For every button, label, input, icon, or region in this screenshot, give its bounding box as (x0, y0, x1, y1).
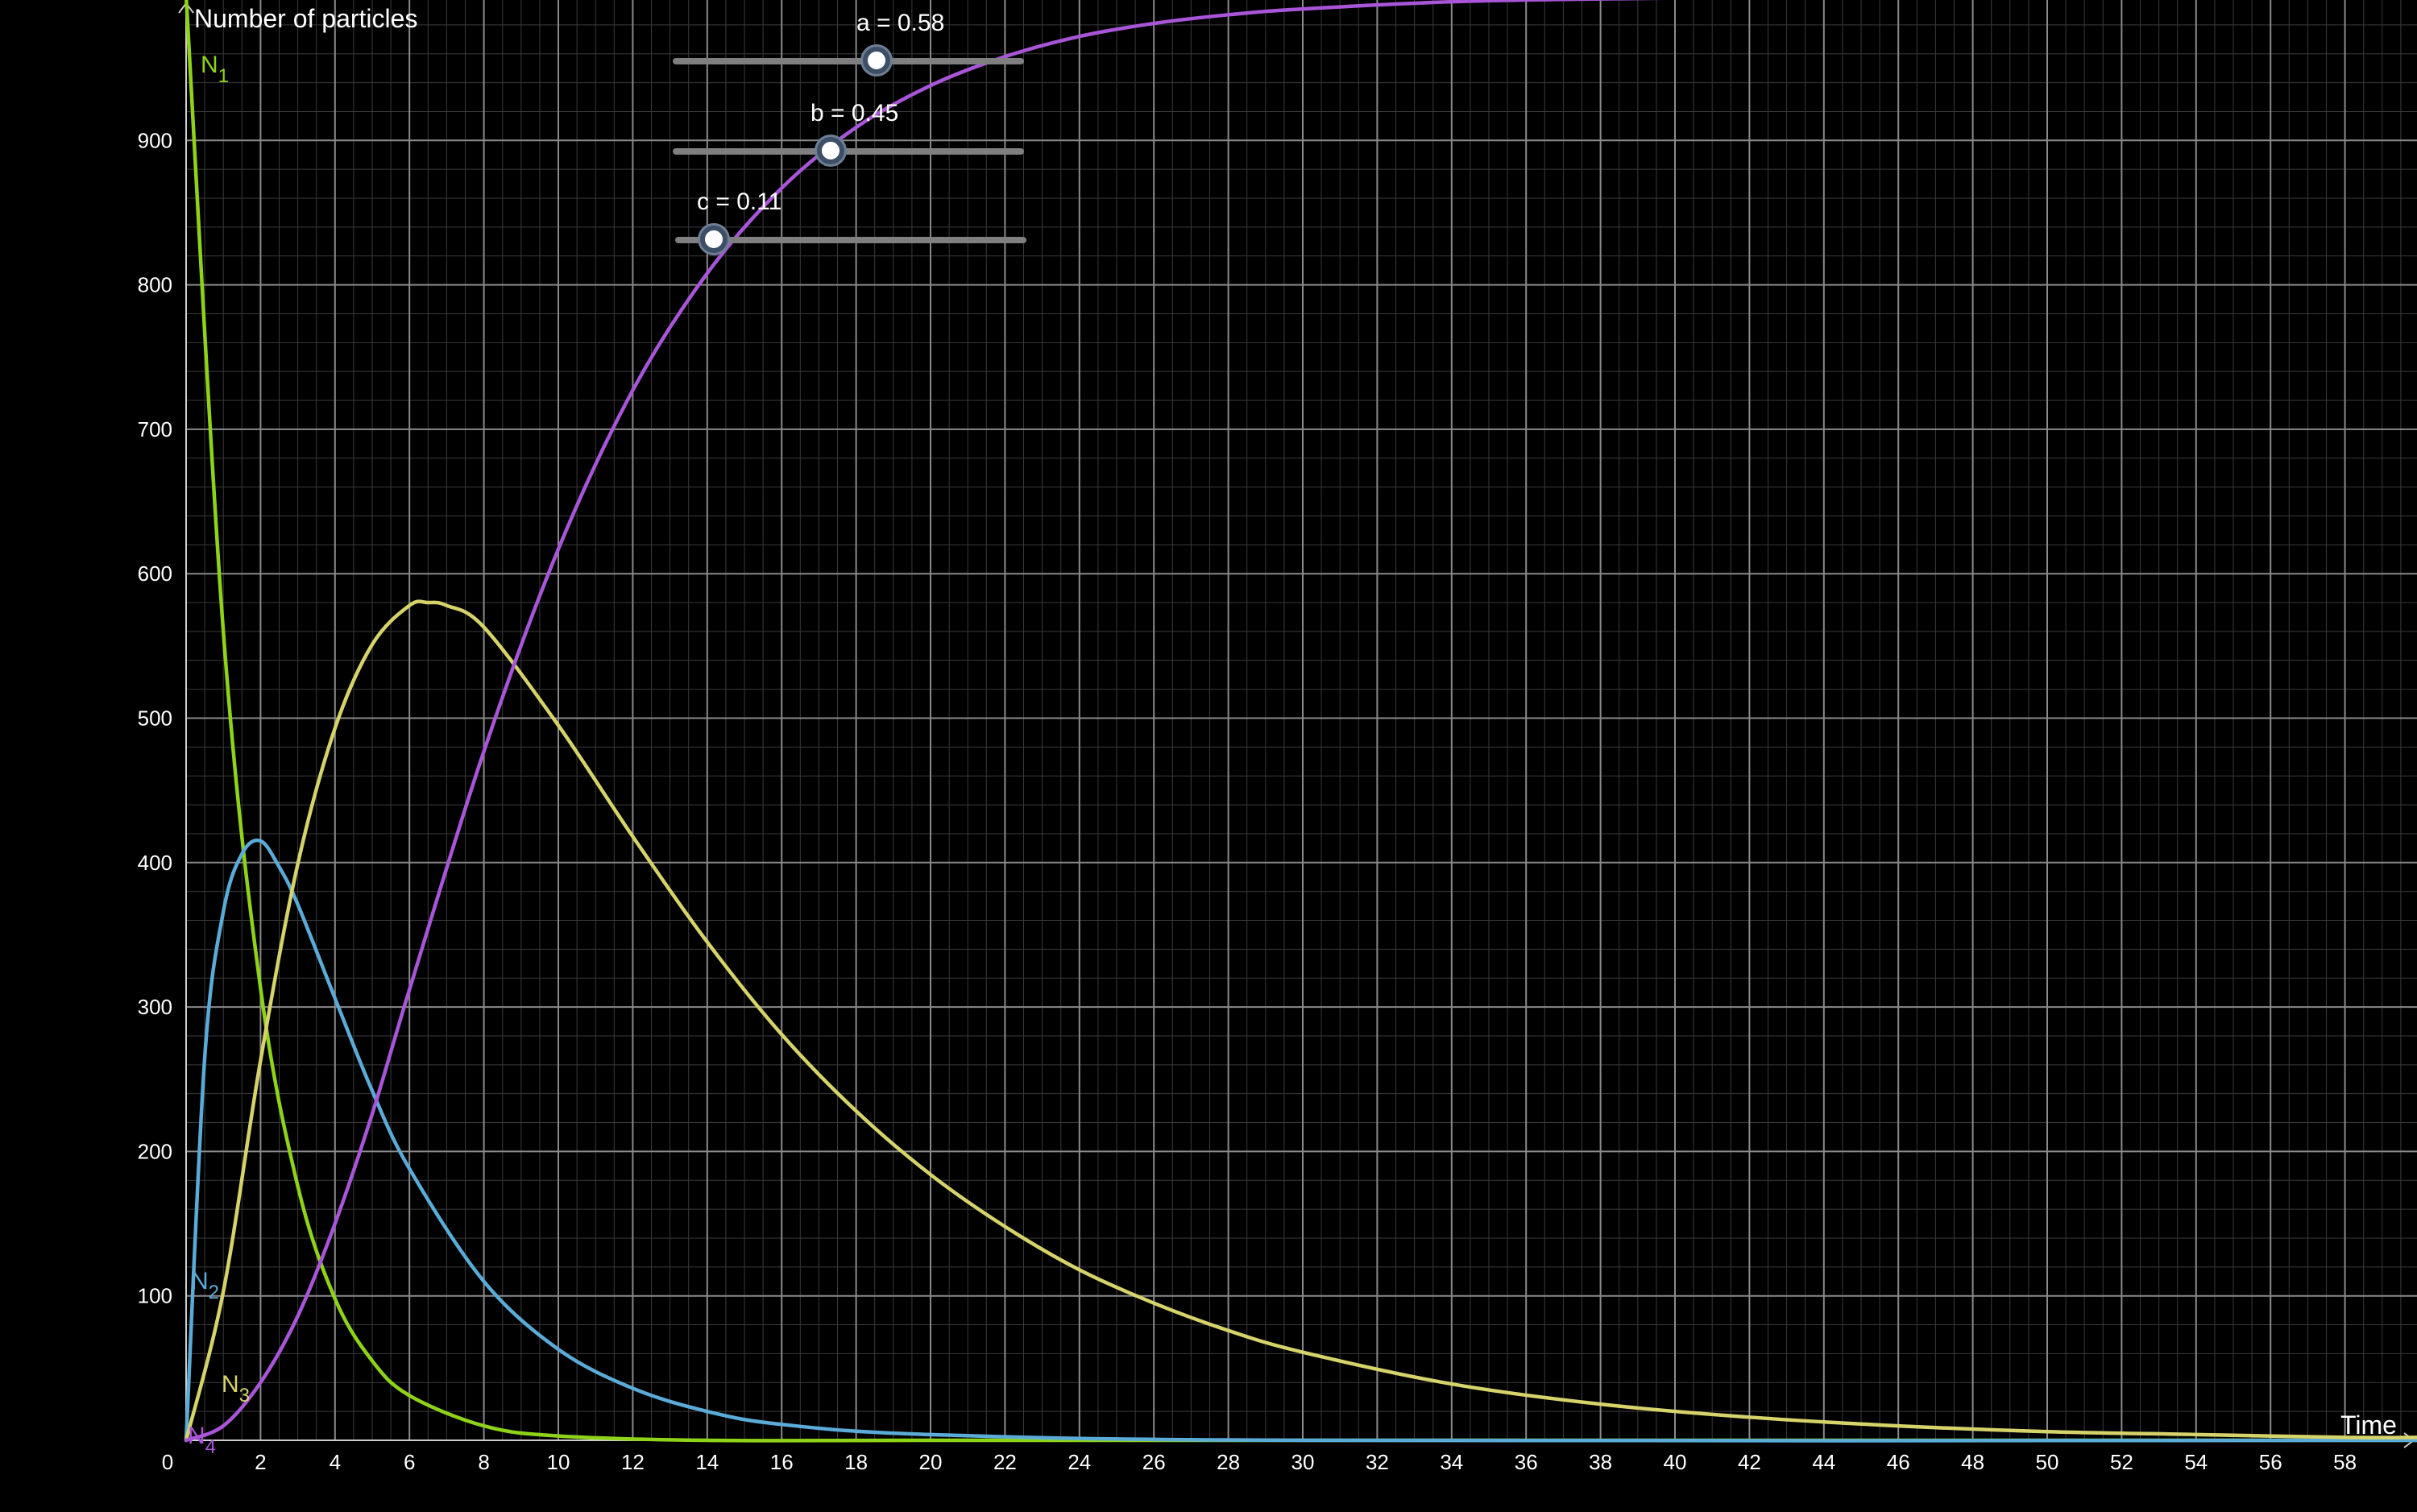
slider-b-track[interactable] (673, 148, 1024, 155)
x-tick-label: 42 (1738, 1450, 1761, 1474)
x-tick-label: 50 (2036, 1450, 2059, 1474)
series-label-N3: N3 (222, 1371, 250, 1406)
slider-c-track[interactable] (675, 237, 1026, 243)
x-tick-label: 40 (1664, 1450, 1687, 1474)
y-tick-label: 100 (138, 1284, 172, 1308)
series-label-subscript: 2 (209, 1282, 219, 1303)
series-label-N1: N1 (201, 52, 229, 87)
slider-a-label: a = 0.58 (856, 10, 945, 36)
x-tick-label: 20 (919, 1450, 943, 1474)
slider-a-track[interactable] (673, 58, 1024, 64)
x-tick-label: 48 (1961, 1450, 1984, 1474)
x-tick-label: 12 (621, 1450, 645, 1474)
series-line-N3 (184, 599, 2417, 1443)
y-tick-label: 600 (138, 561, 172, 586)
series-label-main: N (188, 1423, 205, 1449)
x-tick-label: 4 (330, 1450, 341, 1474)
series-label-subscript: 1 (218, 65, 229, 87)
y-tick-label: 700 (138, 417, 172, 441)
x-axis-label: Time (2340, 1411, 2397, 1440)
x-tick-label: 52 (2110, 1450, 2133, 1474)
y-tick-label: 300 (138, 995, 172, 1019)
y-tick-label: 400 (138, 851, 172, 875)
x-tick-label: 32 (1366, 1450, 1389, 1474)
x-tick-label: 30 (1291, 1450, 1315, 1474)
y-tick-label: 800 (138, 273, 172, 297)
series-label-main: N (222, 1371, 239, 1398)
x-tick-label: 16 (770, 1450, 794, 1474)
slider-c-label: c = 0.11 (697, 188, 782, 215)
series-label-subscript: 4 (205, 1436, 216, 1458)
series-lines (184, 0, 2417, 1443)
series-label-main: N (201, 52, 218, 78)
slider-b-handle[interactable] (817, 137, 845, 164)
slider-c-handle[interactable] (699, 226, 728, 253)
x-tick-label: 34 (1440, 1450, 1463, 1474)
y-tick-label: 500 (138, 706, 172, 731)
x-tick-label: 56 (2259, 1450, 2282, 1474)
x-tick-label: 24 (1068, 1450, 1091, 1474)
x-tick-label: 46 (1887, 1450, 1910, 1474)
x-tick-label: 28 (1217, 1450, 1240, 1474)
x-tick-label: 18 (844, 1450, 868, 1474)
x-tick-label: 8 (478, 1450, 489, 1474)
x-tick-label: 54 (2184, 1450, 2208, 1474)
series-label-main: N (191, 1268, 209, 1295)
series-label-subscript: 3 (239, 1385, 250, 1406)
slider-b-label: b = 0.45 (811, 100, 899, 126)
x-tick-label: 26 (1142, 1450, 1166, 1474)
y-axis-label: Number of particles (194, 4, 417, 33)
x-tick-label: 22 (993, 1450, 1017, 1474)
series-label-N2: N2 (191, 1268, 219, 1303)
x-tick-label: 38 (1589, 1450, 1612, 1474)
series-label-N4: N4 (188, 1423, 216, 1458)
series-line-N2 (184, 838, 2417, 1443)
tick-labels: 0 2 4 6 8 10 12 14 16 18 20 22 24 26 28 30 32 34 36 38 40 42 4… (138, 128, 2357, 1474)
x-tick-label: 6 (404, 1450, 415, 1474)
x-tick-label: 14 (695, 1450, 719, 1474)
x-tick-label: 36 (1515, 1450, 1538, 1474)
x-tick-label: 44 (1812, 1450, 1835, 1474)
y-tick-label: 200 (138, 1139, 172, 1163)
x-tick-label: 10 (547, 1450, 570, 1474)
x-tick-label: 2 (255, 1450, 266, 1474)
x-tick-label: 58 (2333, 1450, 2357, 1474)
y-tick-label: 900 (138, 128, 172, 152)
x-tick-label: 0 (162, 1450, 173, 1474)
series-line-N4 (184, 0, 1660, 1443)
slider-a-handle[interactable] (862, 47, 890, 74)
